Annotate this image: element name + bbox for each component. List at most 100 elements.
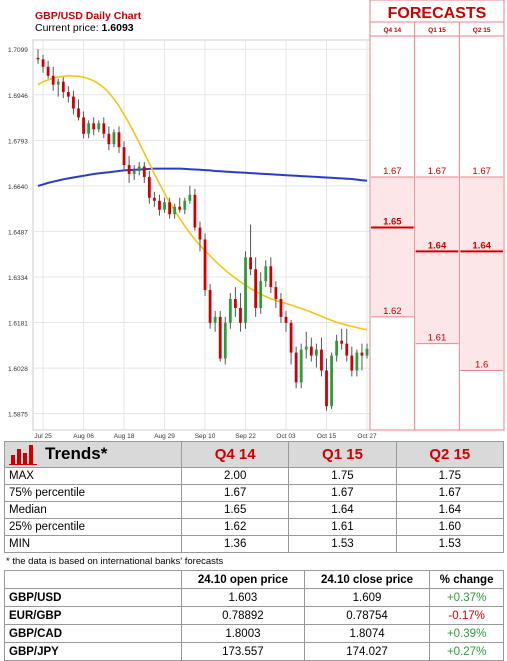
price-change: +0.27%	[429, 642, 504, 661]
trends-cell: 1.60	[395, 518, 505, 536]
candle	[127, 156, 131, 183]
forecast-range-band	[460, 176, 503, 371]
candle	[132, 165, 136, 180]
candle	[122, 141, 126, 171]
trends-row-25pct: 25% percentile 1.62 1.61 1.60	[4, 518, 505, 536]
x-tick-label: Sep 10	[195, 433, 216, 440]
candle-body	[188, 194, 192, 201]
candle	[259, 272, 263, 314]
candle	[178, 197, 182, 213]
candle	[294, 346, 298, 389]
forecast-median-value: 1.64	[428, 240, 447, 251]
y-tick-label: 1.6640	[8, 184, 28, 191]
candle	[183, 197, 187, 215]
trends-cell: 1.67	[180, 484, 290, 502]
x-tick-label: Jul 25	[34, 433, 52, 440]
gbpusd-chart: 1.70991.69461.67931.66401.64871.63341.61…	[8, 0, 505, 440]
candle-body	[41, 59, 45, 67]
forecast-bottom-value: 1.61	[428, 333, 447, 344]
candle-body	[284, 316, 288, 323]
candle-body	[239, 307, 242, 323]
candle	[299, 343, 303, 389]
candle	[314, 343, 318, 368]
candle-body	[132, 170, 136, 174]
candle	[168, 197, 171, 219]
candle-body	[325, 370, 328, 407]
candle	[77, 99, 80, 121]
trends-cell: 1.67	[288, 484, 397, 502]
candle	[304, 331, 308, 359]
trends-cell: 1.36	[180, 535, 290, 553]
trends-col-q115: Q1 15	[288, 441, 397, 468]
price-pair: GBP/USD	[4, 588, 182, 607]
trends-cell: 1.75	[395, 467, 505, 485]
price-col-pair	[4, 570, 182, 589]
x-tick-label: Oct 03	[276, 433, 296, 440]
candle	[163, 197, 166, 213]
trends-note: * the data is based on international ban…	[6, 556, 224, 567]
y-tick-label: 1.6181	[8, 321, 28, 328]
price-col-close: 24.10 close price	[303, 570, 431, 589]
candle-body	[360, 352, 364, 356]
candle-body	[304, 346, 308, 350]
candle	[72, 90, 75, 115]
candle-body	[244, 257, 247, 323]
candle-body	[77, 108, 80, 118]
trends-header-row: Trends* Q4 14 Q1 15 Q2 15	[4, 441, 505, 468]
candle-body	[142, 166, 146, 177]
current-price-label: Current price: 1.6093	[35, 22, 134, 34]
candle	[234, 287, 237, 317]
candle	[264, 260, 268, 288]
price-close: 0.78754	[303, 606, 431, 625]
candle	[355, 349, 359, 377]
candle-body	[340, 340, 344, 344]
candle-body	[234, 299, 237, 308]
candle-body	[46, 66, 50, 76]
y-tick-label: 1.6028	[8, 366, 28, 373]
x-tick-label: Aug 06	[73, 433, 94, 440]
candle	[56, 78, 60, 97]
candle-body	[51, 75, 55, 85]
candle-body	[320, 349, 323, 371]
candle	[309, 337, 313, 362]
price-open: 173.557	[181, 642, 305, 661]
candle-body	[56, 81, 60, 85]
candle	[193, 188, 197, 231]
candle	[61, 77, 65, 99]
candle	[228, 293, 232, 329]
candle-body	[254, 269, 258, 308]
candle-body	[107, 133, 111, 145]
price-open: 1.8003	[181, 624, 305, 643]
price-row-gbpcad: GBP/CAD 1.8003 1.8074 +0.39%	[4, 624, 504, 643]
current-price-value: 1.6093	[102, 22, 134, 34]
x-tick-label: Aug 18	[114, 433, 135, 440]
x-tick-label: Sep 22	[235, 433, 256, 440]
candle	[239, 293, 242, 332]
candle	[284, 310, 288, 332]
candle-body	[208, 290, 212, 323]
price-pair: GBP/CAD	[4, 624, 182, 643]
trends-cell: 1.65	[180, 501, 290, 519]
trends-row-label: 75% percentile	[4, 484, 182, 502]
candle-body	[279, 299, 283, 317]
candle	[107, 126, 111, 151]
candle	[36, 49, 40, 64]
candle	[147, 170, 151, 204]
candle	[102, 117, 106, 139]
y-tick-label: 1.6793	[8, 138, 28, 145]
candle-body	[66, 92, 70, 97]
trends-cell: 1.53	[395, 535, 505, 553]
candle-body	[213, 316, 217, 323]
price-close: 1.8074	[303, 624, 431, 643]
candle	[365, 343, 369, 359]
candle	[188, 185, 192, 204]
candle	[360, 343, 364, 371]
candle	[279, 293, 283, 323]
candle-body	[259, 281, 263, 308]
trends-row-min: MIN 1.36 1.53 1.53	[4, 535, 505, 553]
candle	[208, 284, 212, 329]
forecast-col-header: Q2 15	[473, 27, 491, 34]
candle	[223, 316, 227, 365]
trends-row-75pct: 75% percentile 1.67 1.67 1.67	[4, 484, 505, 502]
price-row-gbpusd: GBP/USD 1.603 1.609 +0.37%	[4, 588, 504, 607]
